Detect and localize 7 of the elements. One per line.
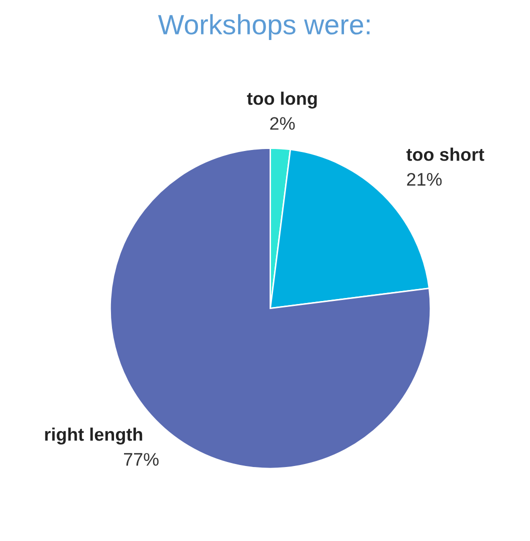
data-label: 2% bbox=[270, 117, 295, 130]
chart-title: Workshops were: bbox=[158, 14, 370, 40]
slice-label: too long bbox=[246, 92, 317, 109]
slice-label: too short bbox=[406, 148, 484, 161]
slice-label: right length bbox=[45, 428, 142, 445]
data-label: 77% bbox=[124, 453, 159, 466]
data-label: 21% bbox=[407, 172, 442, 186]
